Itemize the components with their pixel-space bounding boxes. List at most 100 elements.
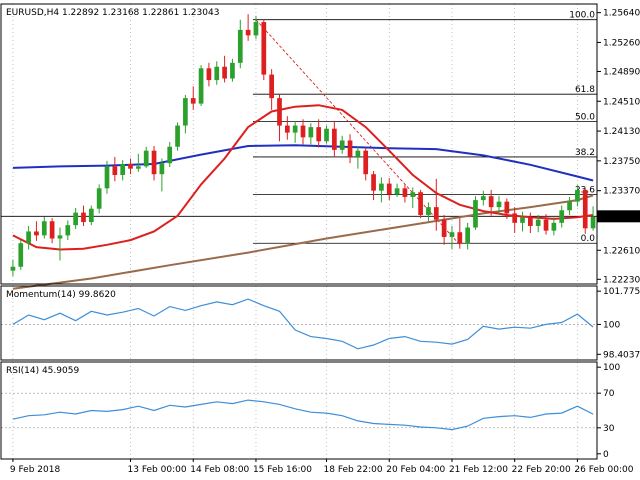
price-tick-label: 1.24510	[603, 97, 640, 107]
sma-red-line	[12, 104, 594, 251]
candle-body	[512, 213, 518, 223]
candle-body	[316, 127, 322, 142]
candle-body	[347, 140, 353, 157]
candle-body	[292, 125, 298, 133]
candle-body	[567, 201, 572, 211]
candle-body	[88, 208, 94, 223]
candle-body	[543, 219, 549, 231]
fib-level-label: 100.0	[569, 11, 595, 21]
candle-body	[81, 212, 86, 223]
candle-body	[159, 163, 165, 175]
axes: 1.25640 1.25260 1.24890 1.24510 1.24130 1.237…	[0, 3, 640, 475]
candle-body	[222, 66, 227, 79]
price-tick-label: 1.22610	[603, 246, 640, 256]
candle-body	[41, 221, 47, 236]
candle-body	[34, 231, 39, 236]
price-tick-label: 1.23750	[603, 157, 640, 167]
candle-body	[175, 125, 180, 147]
rsi-tick-label: 70	[603, 389, 615, 399]
candle-body	[473, 200, 478, 228]
rsi-tick-label: 100	[603, 363, 620, 373]
fib-level-label: 50.0	[575, 113, 595, 123]
price-tick-label: 1.23370	[603, 187, 640, 197]
candle-body	[206, 68, 212, 81]
candle-body	[394, 188, 400, 195]
rsi-pane	[1, 392, 597, 431]
candle-body	[104, 166, 110, 189]
candle-body	[441, 219, 447, 237]
time-tick-label: 13 Feb 00:00	[128, 465, 187, 475]
candle-body	[269, 74, 274, 99]
candle-body	[151, 150, 157, 175]
candle-body	[230, 62, 235, 79]
candle-body	[363, 150, 369, 175]
rsi-tick-label: 0	[603, 450, 609, 460]
price-tick-label: 1.24130	[603, 127, 640, 137]
time-tick-label: 20 Feb 04:00	[386, 465, 445, 475]
candle-body	[120, 164, 126, 175]
rsi-title: RSI(14) 45.9059	[6, 366, 79, 376]
candle-body	[277, 98, 282, 126]
time-tick-label: 15 Feb 16:00	[253, 465, 312, 475]
candle-body	[128, 164, 133, 169]
candle-body	[433, 207, 439, 220]
momentum-tick-label: 100	[603, 320, 620, 330]
candle-body	[284, 125, 290, 133]
price-tick-label: 1.25640	[603, 9, 640, 19]
momentum-pane	[1, 298, 597, 350]
time-tick-label: 14 Feb 08:00	[190, 465, 249, 475]
momentum-line	[12, 298, 594, 350]
candle-body	[332, 128, 337, 150]
candle-body	[308, 127, 314, 138]
fib-level-label: 61.8	[575, 85, 595, 95]
candle-body	[10, 266, 16, 271]
momentum-tick-label: 98.4037	[603, 350, 640, 360]
candle-body	[253, 22, 259, 36]
candle-body	[559, 210, 565, 223]
candle-body	[520, 217, 525, 223]
price-frame	[0, 3, 598, 285]
fib-level-label: 38.2	[575, 148, 595, 158]
time-tick-label: 26 Feb 00:00	[574, 465, 633, 475]
gridlines	[12, 4, 578, 459]
time-tick-label: 18 Feb 22:00	[324, 465, 383, 475]
price-pane: 100.061.850.038.223.60.0	[1, 11, 597, 290]
rsi-tick-label: 30	[603, 424, 615, 434]
candle-body	[528, 217, 533, 226]
time-tick-label: 22 Feb 20:00	[512, 465, 571, 475]
candle-body	[371, 174, 376, 191]
candle-body	[49, 221, 55, 239]
candle-body	[418, 192, 423, 215]
candle-body	[167, 146, 173, 164]
sma-brown-line	[12, 194, 594, 290]
rsi-frame	[0, 361, 598, 460]
candle-body	[26, 231, 31, 244]
candle-body	[73, 212, 78, 226]
candle-body	[18, 243, 24, 267]
candle-body	[590, 216, 596, 229]
candle-body	[198, 68, 204, 104]
candle-body	[426, 207, 431, 215]
candle-body	[65, 225, 71, 236]
time-tick-label: 9 Feb 2018	[10, 465, 61, 475]
price-tick-label: 1.24890	[603, 67, 640, 77]
momentum-frame	[0, 285, 598, 361]
trend-line	[255, 19, 461, 246]
candle-body	[261, 22, 267, 75]
time-tick-label: 21 Feb 12:00	[449, 465, 508, 475]
candle-body	[410, 192, 416, 197]
candle-body	[575, 189, 580, 202]
candle-body	[143, 150, 149, 167]
current-price-label: 1.23043	[599, 212, 636, 222]
candle-body	[245, 29, 251, 36]
candle-body	[339, 140, 345, 150]
candle-body	[190, 98, 196, 104]
candle-body	[379, 183, 384, 191]
fib-level-label: 0.0	[581, 234, 596, 244]
candle-body	[582, 189, 588, 229]
candle-body	[465, 227, 470, 244]
candle-body	[551, 222, 557, 231]
candle-body	[183, 98, 188, 126]
